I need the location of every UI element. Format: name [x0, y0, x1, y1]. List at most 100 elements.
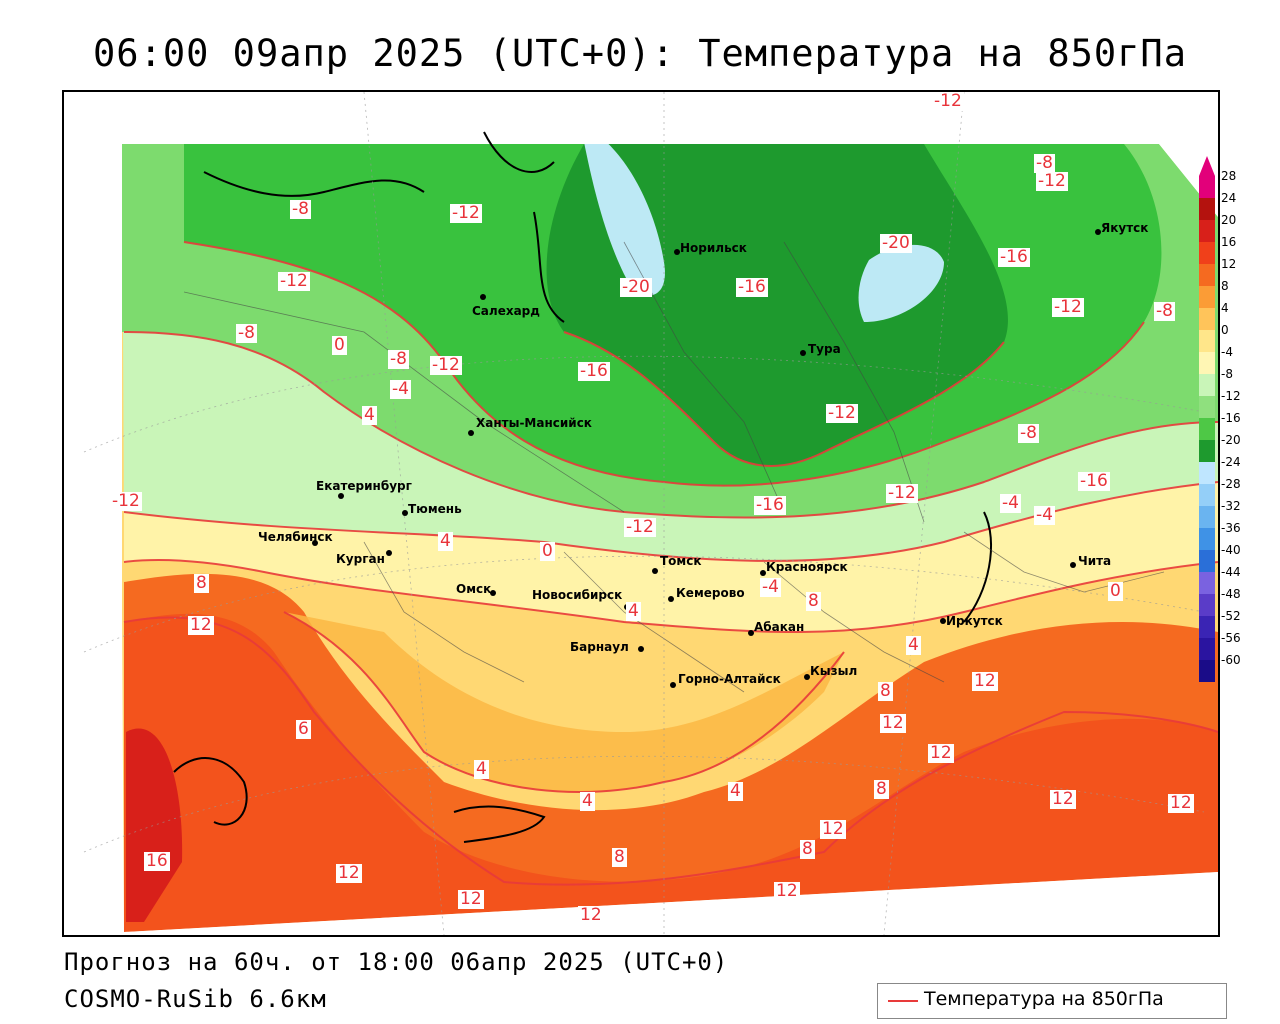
city-dot: [1070, 562, 1076, 568]
contour-label: -12: [932, 91, 964, 111]
city-label: Томск: [660, 554, 702, 568]
city-dot: [338, 493, 344, 499]
contour-label: 8: [874, 779, 889, 799]
contour-label: -20: [880, 233, 912, 253]
contour-label: -12: [1036, 171, 1068, 191]
legend-line-sample: [888, 1000, 918, 1002]
city-dot: [490, 590, 496, 596]
city-dot: [652, 568, 658, 574]
contour-label: 12: [928, 743, 954, 763]
contour-label: -8: [1154, 301, 1175, 321]
contour-label: -12: [624, 517, 656, 537]
city-dot: [402, 510, 408, 516]
out-of-domain-top: [122, 92, 1218, 217]
contour-label: -16: [998, 247, 1030, 267]
city-dot: [312, 540, 318, 546]
contour-label: 4: [474, 759, 489, 779]
contour-label: -20: [620, 277, 652, 297]
legend: Температура на 850гПа: [877, 983, 1227, 1019]
contour-label: 12: [188, 615, 214, 635]
colorbar-label: 20: [1221, 213, 1237, 227]
city-label: Екатеринбург: [316, 479, 412, 493]
colorbar-segment: [1199, 396, 1215, 418]
colorbar-segment: [1199, 440, 1215, 462]
colorbar-label: 4: [1221, 301, 1229, 315]
contour-label: -16: [754, 495, 786, 515]
contour-lines: [123, 241, 1218, 886]
contour-label: 4: [580, 791, 595, 811]
colorbar-label: 24: [1221, 191, 1237, 205]
contour-label: 12: [774, 881, 800, 901]
colorbar-segment: [1199, 286, 1215, 308]
contour-label: 12: [880, 713, 906, 733]
colorbar: 28 24 20 16 12 8 4 0 -4 -8 -12 -16 -20 -24 -28 -32 -36 -4…: [1199, 156, 1241, 690]
contour-label: -4: [390, 379, 411, 399]
colorbar-segment: [1199, 616, 1215, 638]
contour-label: -4: [1000, 493, 1021, 513]
colorbar-segment: [1199, 462, 1215, 484]
contour-label: -16: [578, 361, 610, 381]
colorbar-segment: [1199, 660, 1215, 682]
city-label: Новосибирск: [532, 588, 623, 602]
city-label: Омск: [456, 582, 492, 596]
city-dot: [940, 618, 946, 624]
map-title: 06:00 09апр 2025 (UTC+0): Температура на…: [93, 32, 1187, 75]
contour-label: -8: [290, 199, 311, 219]
city-dot: [804, 674, 810, 680]
contour-label: 12: [1168, 793, 1194, 813]
contour-label: 8: [194, 573, 209, 593]
contour-label: 8: [806, 591, 821, 611]
contour-label: -12: [826, 403, 858, 423]
contour-label: 8: [612, 847, 627, 867]
colorbar-segment: [1199, 528, 1215, 550]
city-dot: [1095, 229, 1101, 235]
contour-label: 12: [336, 863, 362, 883]
city-label: Иркутск: [946, 614, 1003, 628]
colorbar-label: -8: [1221, 367, 1233, 381]
contour-label: -12: [430, 355, 462, 375]
city-dot: [670, 682, 676, 688]
colorbar-label: -56: [1221, 631, 1241, 645]
colorbar-label: 0: [1221, 323, 1229, 337]
contour-label: -4: [760, 577, 781, 597]
city-label: Чита: [1078, 554, 1112, 568]
contour-label: -12: [886, 483, 918, 503]
city-label: Челябинск: [258, 530, 333, 544]
contour-label: -12: [1052, 297, 1084, 317]
colorbar-segment: [1199, 308, 1215, 330]
colorbar-segment: [1199, 220, 1215, 242]
colorbar-segment: [1199, 484, 1215, 506]
colorbar-label: 28: [1221, 169, 1237, 183]
contour-label: 0: [1108, 581, 1123, 601]
colorbar-segment: [1199, 506, 1215, 528]
colorbar-label: 8: [1221, 279, 1229, 293]
contour-label: 16: [144, 851, 170, 871]
colorbar-segment: [1199, 550, 1215, 572]
contour-label: -12: [450, 203, 482, 223]
contour-label: 0: [332, 335, 347, 355]
contour-label: 4: [362, 405, 377, 425]
city-label: Ханты-Мансийск: [476, 416, 592, 430]
coastlines: [173, 131, 993, 843]
city-dot: [638, 646, 644, 652]
colorbar-segment: [1199, 176, 1215, 198]
legend-label: Температура на 850гПа: [924, 988, 1164, 1010]
city-label: Тюмень: [408, 502, 462, 516]
lake-shape: [858, 244, 944, 322]
colorbar-segment: [1199, 264, 1215, 286]
contour-label: 12: [1050, 789, 1076, 809]
colorbar-segment: [1199, 572, 1215, 594]
contour-label: -8: [1018, 423, 1039, 443]
admin-boundaries: [183, 241, 1165, 693]
city-dot: [748, 630, 754, 636]
city-dot: [800, 350, 806, 356]
contour-label: 12: [578, 905, 604, 925]
colorbar-label: -40: [1221, 543, 1241, 557]
colorbar-segment: [1199, 594, 1215, 616]
contour-label: 12: [458, 889, 484, 909]
orange-band: [284, 612, 844, 792]
warm-region-inner: [124, 613, 1218, 932]
colorbar-label: 16: [1221, 235, 1237, 249]
contour-label: 4: [438, 531, 453, 551]
contour-label: 4: [626, 601, 641, 621]
